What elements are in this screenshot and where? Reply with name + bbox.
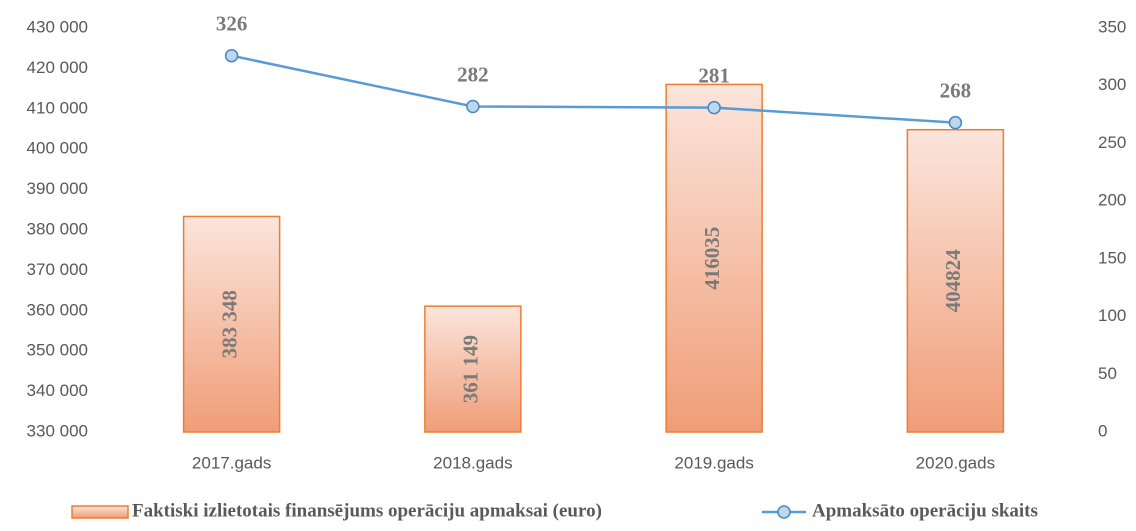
legend-label: Apmaksāto operāciju skaits	[812, 500, 1038, 521]
y-tick-label: 330 000	[27, 421, 88, 440]
bar-value-label: 383 348	[217, 290, 241, 358]
line-value-label: 268	[940, 78, 972, 102]
bar-value-label: 404824	[941, 249, 965, 313]
bar	[182, 215, 281, 433]
y2-tick-label: 0	[1098, 421, 1107, 440]
x-tick-label: 2017.gads	[192, 453, 271, 472]
bar-value-label: 361 149	[459, 335, 483, 403]
y2-tick-label: 350	[1098, 17, 1126, 36]
x-tick-label: 2020.gads	[916, 453, 995, 472]
y-tick-label: 350 000	[27, 341, 88, 360]
y-tick-label: 410 000	[27, 98, 88, 117]
y2-tick-label: 200	[1098, 191, 1126, 210]
line-marker	[224, 48, 239, 63]
bar	[424, 305, 522, 433]
y-tick-label: 360 000	[27, 300, 88, 319]
bar-value-label: 416035	[700, 227, 724, 290]
bar	[906, 128, 1005, 433]
y-tick-label: 340 000	[27, 381, 88, 400]
x-tick-label: 2019.gads	[674, 453, 753, 472]
y-tick-label: 430 000	[27, 17, 88, 36]
y2-tick-label: 150	[1098, 248, 1126, 267]
y2-tick-label: 50	[1098, 364, 1117, 383]
x-tick-label: 2018.gads	[433, 453, 512, 472]
line-value-label: 326	[216, 12, 248, 36]
y-tick-label: 390 000	[27, 179, 88, 198]
bar	[665, 83, 763, 433]
y-tick-label: 370 000	[27, 260, 88, 279]
line-marker	[948, 115, 963, 130]
line-value-label: 281	[698, 63, 730, 87]
line-marker	[466, 99, 480, 114]
y2-tick-label: 250	[1098, 133, 1126, 152]
legend-swatch-marker	[777, 505, 791, 519]
y-tick-label: 420 000	[27, 58, 88, 77]
y-tick-label: 400 000	[27, 139, 88, 158]
y2-tick-label: 300	[1098, 75, 1126, 94]
legend-swatch	[71, 505, 129, 519]
line-value-label: 282	[457, 62, 489, 86]
y2-tick-label: 100	[1098, 306, 1126, 325]
legend-label: Faktiski izlietotais finansējums operāci…	[132, 500, 602, 521]
line-marker	[707, 100, 721, 115]
y-tick-label: 380 000	[27, 219, 88, 238]
line	[231, 54, 956, 124]
